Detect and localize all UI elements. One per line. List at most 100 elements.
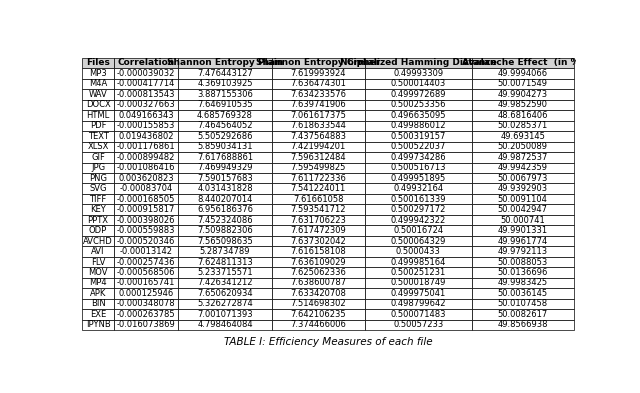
Bar [83,184,113,194]
Bar [83,121,113,131]
Text: 4.369103925: 4.369103925 [197,79,253,88]
Text: 7.476443127: 7.476443127 [197,69,253,78]
Bar [472,141,573,152]
Text: 0.500071483: 0.500071483 [390,310,446,319]
Bar [179,110,271,121]
Text: 0.500064329: 0.500064329 [390,237,446,246]
Text: 0.499985164: 0.499985164 [390,257,446,266]
Bar [113,204,179,215]
Bar [113,162,179,173]
Bar [271,131,365,141]
Bar [365,162,472,173]
Bar [365,225,472,236]
Text: 50.0071549: 50.0071549 [498,79,548,88]
Bar [365,194,472,204]
Bar [472,309,573,320]
Text: 50.0036145: 50.0036145 [498,289,548,298]
Bar [83,225,113,236]
Text: 7.616158108: 7.616158108 [291,247,346,256]
Bar [365,204,472,215]
Bar [271,68,365,79]
Bar [271,79,365,89]
Text: GIF: GIF [91,153,105,162]
Text: 49.9942359: 49.9942359 [498,163,548,172]
Text: 5.28734789: 5.28734789 [200,247,250,256]
Text: PDF: PDF [90,121,106,130]
Text: 0.500014403: 0.500014403 [390,79,446,88]
Text: 7.437564883: 7.437564883 [290,132,346,141]
Text: Avalanche Effect  (in %): Avalanche Effect (in %) [462,59,584,68]
Bar [365,267,472,278]
Bar [472,257,573,267]
Bar [113,184,179,194]
Text: Shannon Entropy Plain: Shannon Entropy Plain [167,59,283,68]
Text: 0.500522037: 0.500522037 [390,142,446,151]
Bar [179,309,271,320]
Bar [271,267,365,278]
Bar [83,79,113,89]
Text: EXE: EXE [90,310,106,319]
Bar [271,278,365,288]
Bar [472,121,573,131]
Bar [83,100,113,110]
Bar [83,320,113,330]
Bar [271,173,365,184]
Text: 0.49993309: 0.49993309 [393,69,444,78]
Bar [83,278,113,288]
Bar [179,184,271,194]
Bar [472,152,573,162]
Bar [179,173,271,184]
Text: 7.469949329: 7.469949329 [197,163,253,172]
Text: 0.003620823: 0.003620823 [118,174,174,183]
Bar [365,236,472,246]
Bar [472,162,573,173]
Text: 0.5000433: 0.5000433 [396,247,441,256]
Bar [271,162,365,173]
Text: 0.000125946: 0.000125946 [118,289,173,298]
Text: 7.596312484: 7.596312484 [291,153,346,162]
Text: 0.49932164: 0.49932164 [393,184,444,193]
Text: 5.505292686: 5.505292686 [197,132,253,141]
Bar [113,131,179,141]
Text: 7.541224011: 7.541224011 [291,184,346,193]
Bar [271,257,365,267]
Bar [83,215,113,225]
Text: Shannon Entropy Cipher: Shannon Entropy Cipher [256,59,380,68]
Text: -0.00083704: -0.00083704 [119,184,173,193]
Bar [472,288,573,299]
Text: 49.9961774: 49.9961774 [497,237,548,246]
Text: 7.618633544: 7.618633544 [290,121,346,130]
Bar [271,141,365,152]
Bar [83,246,113,257]
Text: 50.2050089: 50.2050089 [498,142,548,151]
Bar [83,68,113,79]
Text: 7.636109029: 7.636109029 [291,257,346,266]
Text: SVG: SVG [89,184,107,193]
Text: -0.001176861: -0.001176861 [116,142,175,151]
Text: APK: APK [90,289,106,298]
Text: 7.634233576: 7.634233576 [290,90,346,99]
Bar [472,246,573,257]
Text: BIN: BIN [91,299,106,309]
Text: IPYNB: IPYNB [86,320,110,329]
Text: M4A: M4A [89,79,107,88]
Bar [83,236,113,246]
Text: -0.000155853: -0.000155853 [116,121,175,130]
Bar [113,267,179,278]
Text: 7.650620934: 7.650620934 [197,289,253,298]
Text: 0.500297172: 0.500297172 [390,205,446,214]
Bar [365,89,472,100]
Bar [472,173,573,184]
Bar [113,288,179,299]
Bar [83,299,113,309]
Text: -0.000168505: -0.000168505 [116,195,175,204]
Text: 49.9901331: 49.9901331 [498,226,548,235]
Text: 49.693145: 49.693145 [500,132,545,141]
Text: 7.374466006: 7.374466006 [290,320,346,329]
Bar [472,236,573,246]
Text: 49.9983425: 49.9983425 [498,279,548,287]
Text: 49.9994066: 49.9994066 [498,69,548,78]
Text: -0.000257436: -0.000257436 [116,257,175,266]
Text: 7.61661058: 7.61661058 [293,195,344,204]
Text: -0.000039032: -0.000039032 [116,69,175,78]
